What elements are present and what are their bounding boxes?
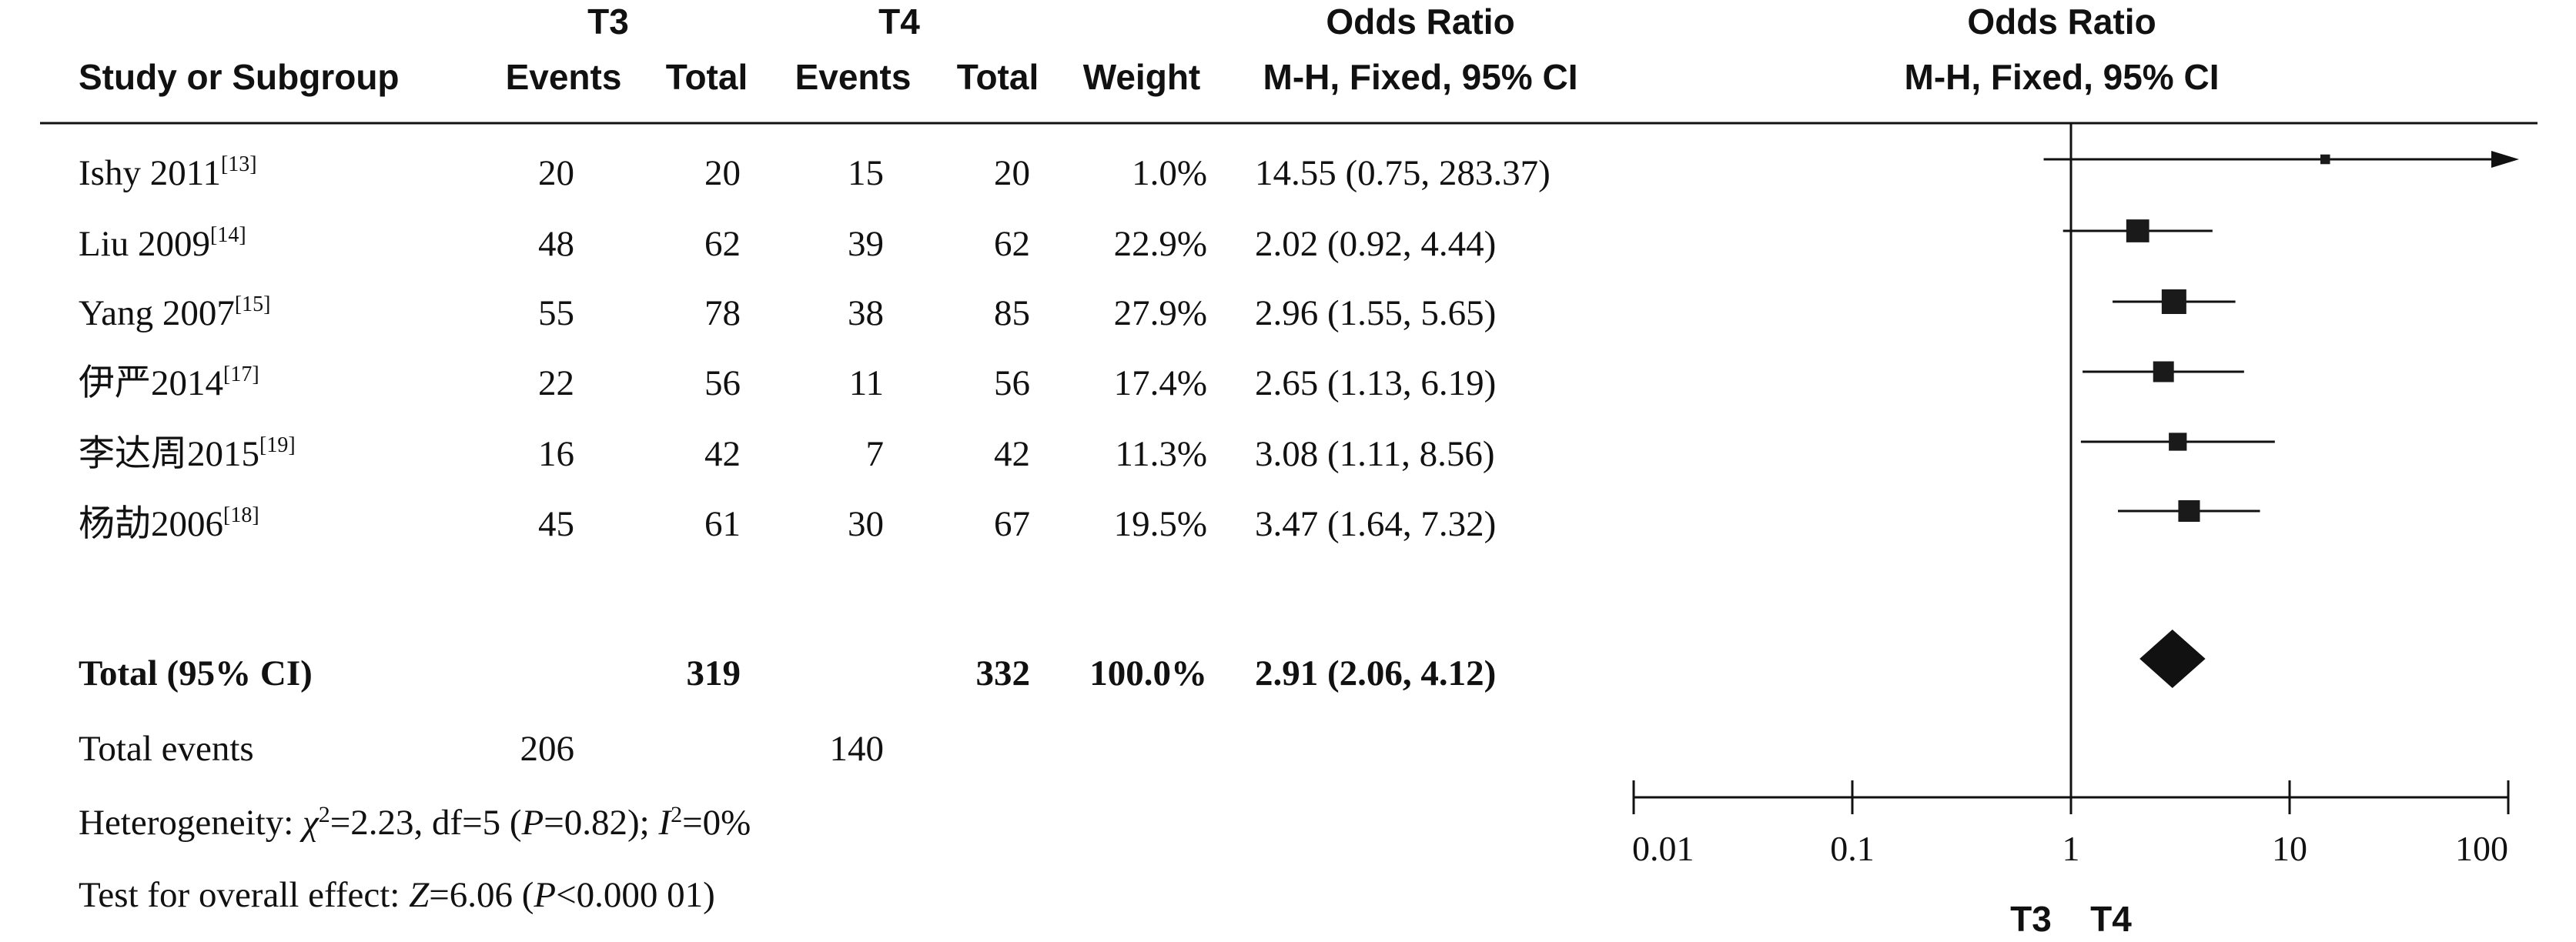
study-name: 李达周2015[19] xyxy=(79,433,296,474)
point-estimate-square xyxy=(2178,499,2200,523)
total-n2: 332 xyxy=(976,653,1031,693)
study-name: 杨劼2006[18] xyxy=(79,503,259,544)
group1-events-cell: 45 xyxy=(538,504,574,544)
group2-events-cell: 11 xyxy=(849,363,884,403)
weight-cell: 22.9% xyxy=(1114,224,1207,264)
x-tick-label: 10 xyxy=(2272,829,2307,868)
weight-cell: 17.4% xyxy=(1114,363,1207,403)
group1-events-cell: 20 xyxy=(538,153,574,193)
study-name: Ishy 2011[13] xyxy=(79,152,257,193)
footer-group2: T4 xyxy=(2090,899,2132,939)
group2-total-cell: 67 xyxy=(994,504,1030,544)
group2-total-cell: 42 xyxy=(994,434,1030,474)
group2-events-cell: 7 xyxy=(866,434,885,474)
study-column-header: Study or Subgroup xyxy=(79,57,400,97)
group1-events-cell: 22 xyxy=(538,363,574,403)
or-ci-cell: 2.02 (0.92, 4.44) xyxy=(1255,224,1496,264)
weight-cell: 27.9% xyxy=(1114,293,1207,333)
x-tick-label: 0.01 xyxy=(1632,829,1694,868)
total-label: Total (95% CI) xyxy=(79,653,313,693)
total-events-label: Total events xyxy=(79,729,254,769)
group1-total-cell: 78 xyxy=(704,293,741,333)
study-name: Liu 2009[14] xyxy=(79,223,246,264)
x-tick-label: 0.1 xyxy=(1830,829,1875,868)
footer-group1: T3 xyxy=(2010,899,2052,939)
group2-events-cell: 30 xyxy=(848,504,884,544)
x-tick-label: 1 xyxy=(2062,829,2080,868)
group1-events-cell: 55 xyxy=(538,293,574,333)
point-estimate-square xyxy=(2320,154,2330,165)
heterogeneity-text: Heterogeneity: χ2=2.23, df=5 (P=0.82); I… xyxy=(79,802,751,843)
study-rows: Ishy 2011[13] 20 20 15 20 1.0% 14.55 (0.75, 28… xyxy=(79,152,1551,544)
group2-events-cell: 15 xyxy=(848,153,884,193)
or-ci-cell: 14.55 (0.75, 283.37) xyxy=(1255,153,1551,193)
group1-total-header: Total xyxy=(666,57,748,97)
pooled-estimate-diamond xyxy=(2139,630,2206,688)
study-name: Yang 2007[15] xyxy=(79,292,271,333)
group2-header: T4 xyxy=(878,2,920,42)
plot-method-header: M-H, Fixed, 95% CI xyxy=(1905,57,2220,97)
group2-events-header: Events xyxy=(795,57,912,97)
study-name: 伊严2014[17] xyxy=(79,362,259,403)
weight-cell: 1.0% xyxy=(1132,153,1207,193)
group1-total-cell: 42 xyxy=(704,434,741,474)
group2-total-cell: 62 xyxy=(994,224,1030,264)
group1-header: T3 xyxy=(587,2,629,42)
point-estimate-square xyxy=(2126,219,2149,242)
plot-title: Odds Ratio xyxy=(1967,2,2156,42)
or-ci-cell: 3.47 (1.64, 7.32) xyxy=(1255,504,1496,544)
ci-arrow xyxy=(2491,151,2519,168)
group2-events-cell: 39 xyxy=(848,224,884,264)
total-n1: 319 xyxy=(687,653,741,693)
group2-total-header: Total xyxy=(957,57,1039,97)
confidence-intervals xyxy=(2043,151,2519,523)
or-column-title: Odds Ratio xyxy=(1326,2,1514,42)
or-ci-cell: 2.96 (1.55, 5.65) xyxy=(1255,293,1496,333)
overall-effect-text: Test for overall effect: Z=6.06 (P<0.000… xyxy=(79,875,715,915)
group1-events-cell: 48 xyxy=(538,224,574,264)
x-axis-ticks: 0.01 0.1 1 10 100 xyxy=(1632,780,2510,868)
total-or-text: 2.91 (2.06, 4.12) xyxy=(1255,653,1496,693)
weight-cell: 19.5% xyxy=(1114,504,1207,544)
forest-plot-panel: 0.01 0.1 1 10 100 xyxy=(1632,123,2519,868)
group1-total-cell: 61 xyxy=(704,504,741,544)
group2-total-cell: 20 xyxy=(994,153,1030,193)
total-events-e2: 140 xyxy=(830,729,885,769)
weight-header: Weight xyxy=(1083,57,1200,97)
group2-events-cell: 38 xyxy=(848,293,884,333)
group1-events-cell: 16 xyxy=(538,434,574,474)
group1-total-cell: 20 xyxy=(704,153,741,193)
total-weight: 100.0% xyxy=(1089,653,1207,693)
group2-total-cell: 56 xyxy=(994,363,1030,403)
point-estimate-square xyxy=(2169,433,2187,451)
group1-total-cell: 56 xyxy=(704,363,741,403)
group1-events-header: Events xyxy=(506,57,622,97)
total-events-e1: 206 xyxy=(520,729,575,769)
group2-total-cell: 85 xyxy=(994,293,1030,333)
group1-total-cell: 62 xyxy=(704,224,741,264)
or-method-header: M-H, Fixed, 95% CI xyxy=(1263,57,1578,97)
or-ci-cell: 2.65 (1.13, 6.19) xyxy=(1255,363,1496,403)
x-tick-label: 100 xyxy=(2455,829,2508,868)
weight-cell: 11.3% xyxy=(1115,434,1207,474)
point-estimate-square xyxy=(2153,361,2174,382)
point-estimate-square xyxy=(2161,289,2186,314)
or-ci-cell: 3.08 (1.11, 8.56) xyxy=(1255,434,1495,474)
